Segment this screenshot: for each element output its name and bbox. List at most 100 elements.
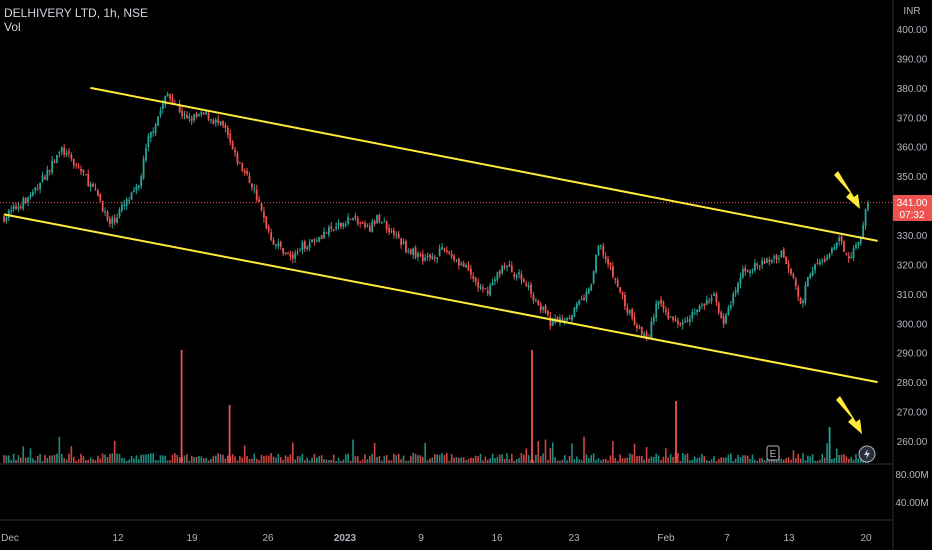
- volume-bar: [46, 458, 49, 463]
- volume-bar: [426, 460, 429, 463]
- volume-bar: [612, 440, 614, 463]
- candle: [359, 221, 362, 228]
- candle: [602, 242, 605, 259]
- price-tick-label: 390.00: [897, 54, 928, 65]
- candle: [727, 304, 730, 316]
- volume-bar: [807, 455, 809, 463]
- volume-bar: [638, 455, 641, 463]
- candle: [219, 120, 222, 126]
- volume-bar: [592, 453, 595, 463]
- volume-label[interactable]: Vol: [4, 20, 21, 34]
- candle: [438, 244, 441, 257]
- volume-bar: [460, 457, 463, 463]
- candle: [619, 287, 622, 294]
- bar-countdown: 07:32: [899, 210, 924, 221]
- trendline[interactable]: [3, 213, 878, 384]
- volume-bar: [32, 458, 34, 463]
- candle: [855, 242, 857, 251]
- candle: [513, 271, 516, 280]
- volume-bar: [253, 453, 256, 463]
- volume-bar: [614, 458, 617, 463]
- candle: [436, 257, 439, 264]
- candle: [279, 240, 282, 250]
- candle: [118, 207, 121, 219]
- candle: [482, 283, 484, 293]
- candle: [467, 261, 470, 272]
- candle: [390, 228, 393, 234]
- volume-bar: [157, 460, 159, 463]
- volume-bar: [679, 460, 682, 463]
- candle: [544, 303, 547, 315]
- candle: [29, 192, 32, 200]
- candle: [181, 106, 183, 120]
- candle: [265, 215, 268, 230]
- time-axis[interactable]: Dec 12 19 26 2023 9 16 23 Feb 7 13 20: [1, 533, 872, 544]
- volume-bar: [125, 460, 128, 463]
- candle: [840, 235, 843, 245]
- candle: [202, 111, 205, 115]
- volume-bar: [361, 459, 364, 463]
- candle: [137, 185, 140, 191]
- candle: [705, 295, 708, 306]
- volume-bar: [150, 453, 152, 463]
- volume-bar: [847, 458, 850, 463]
- candle: [527, 281, 530, 291]
- volume-bar: [400, 459, 402, 463]
- volume-bar: [296, 456, 299, 463]
- candle: [267, 224, 270, 234]
- candle: [270, 228, 273, 242]
- candle: [380, 221, 383, 225]
- candle: [12, 202, 15, 212]
- volume-bar: [585, 454, 588, 463]
- volume-bar: [354, 456, 357, 463]
- volume-bar: [450, 453, 453, 463]
- volume-bar: [681, 453, 684, 463]
- volume-bar: [63, 458, 65, 463]
- volume-bar: [20, 457, 22, 463]
- candle: [465, 263, 467, 268]
- volume-bar: [263, 456, 265, 463]
- volume-bar: [306, 457, 309, 463]
- volume-bar: [785, 458, 787, 463]
- candle: [838, 235, 841, 246]
- volume-bar: [819, 459, 821, 463]
- candle: [525, 280, 528, 287]
- volume-bar: [657, 455, 660, 463]
- volume-bar: [701, 453, 703, 463]
- volume-bar: [535, 454, 537, 463]
- volume-bar: [393, 453, 395, 463]
- volume-bar: [462, 457, 465, 463]
- candle: [56, 154, 58, 164]
- price-tick-label: 310.00: [897, 290, 928, 301]
- candle: [689, 314, 691, 326]
- candle: [250, 182, 253, 192]
- volume-bar: [352, 439, 354, 463]
- candle: [231, 139, 234, 150]
- price-axis[interactable]: 400.00390.00380.00370.00360.00350.00340.…: [897, 25, 928, 448]
- volume-bar: [633, 443, 636, 463]
- volume-bar: [359, 460, 361, 463]
- candle: [830, 246, 833, 256]
- earnings-marker[interactable]: E: [766, 445, 780, 461]
- trendline[interactable]: [90, 86, 878, 242]
- volume-bar: [583, 436, 585, 463]
- candle: [674, 315, 677, 322]
- symbol-title[interactable]: DELHIVERY LTD, 1h, NSE: [4, 6, 149, 20]
- candle: [356, 215, 359, 227]
- volume-bar: [80, 453, 82, 463]
- lightning-icon[interactable]: [858, 445, 876, 463]
- candle: [299, 247, 301, 252]
- volume-bar: [669, 454, 672, 463]
- volume-bar: [503, 458, 506, 463]
- candle: [75, 162, 78, 169]
- volume-bar: [36, 455, 39, 463]
- volume-bar: [275, 457, 277, 463]
- candle: [140, 173, 143, 190]
- volume-bar: [234, 456, 236, 463]
- volume-bar: [624, 458, 626, 463]
- candle: [277, 238, 280, 250]
- candle: [400, 237, 403, 249]
- trendline-layer[interactable]: [3, 86, 878, 384]
- volume-bar: [539, 456, 542, 463]
